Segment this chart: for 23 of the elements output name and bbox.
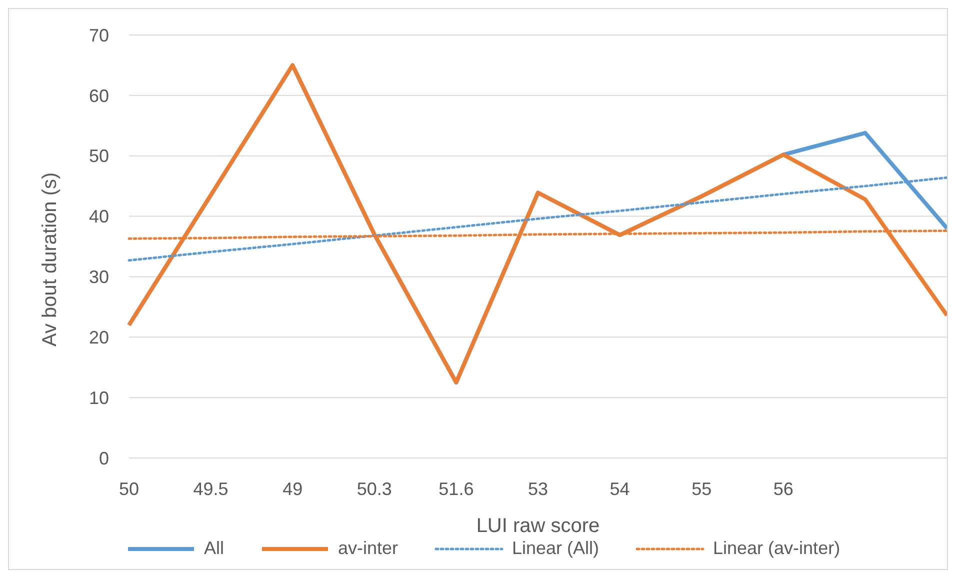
y-tick-label: 0	[98, 448, 109, 468]
y-tick-label: 10	[88, 388, 109, 408]
legend-label: av-inter	[336, 538, 398, 559]
x-tick-label: 49.5	[193, 478, 228, 499]
y-tick-label: 70	[88, 25, 109, 46]
y-axis-title: Av bout duration (s)	[39, 172, 62, 346]
x-tick-label: 55	[692, 478, 712, 499]
legend-label: All	[202, 538, 224, 559]
x-tick-label: 56	[773, 478, 794, 499]
x-tick-label: 50.3	[356, 478, 392, 499]
y-tick-label: 30	[88, 267, 109, 288]
y-tick-label: 20	[88, 328, 109, 348]
x-tick-label: 49	[282, 478, 303, 499]
x-tick-label: 54	[610, 478, 630, 499]
x-tick-label: 50	[118, 478, 140, 499]
legend-label: Linear (All)	[510, 538, 600, 559]
x-tick-label: 53	[528, 478, 548, 499]
y-tick-label: 40	[88, 206, 109, 227]
legend-label: Linear (av-inter)	[712, 538, 840, 559]
x-axis-title: LUI raw score	[476, 515, 600, 537]
y-tick-label: 50	[88, 146, 109, 166]
y-tick-label: 60	[88, 86, 109, 106]
x-tick-label: 51.6	[438, 478, 474, 499]
